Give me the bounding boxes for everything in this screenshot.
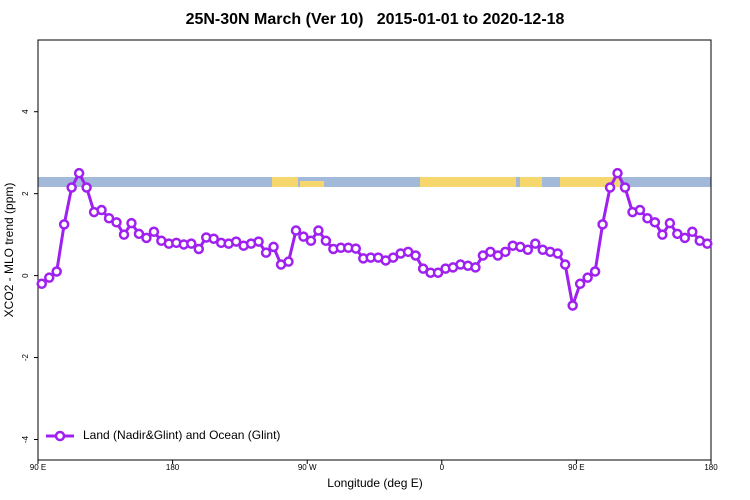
data-point — [417, 263, 429, 274]
data-point — [649, 217, 661, 228]
legend-label: Land (Nadir&Glint) and Ocean (Glint) — [83, 428, 280, 442]
data-point — [612, 167, 623, 179]
data-point — [51, 266, 62, 277]
data-point — [657, 229, 668, 240]
data-point — [559, 259, 571, 270]
y-axis-label: XCO2 - MLO trend (ppm) — [2, 183, 16, 318]
data-point — [141, 232, 152, 244]
data-point — [387, 252, 399, 263]
y-tick-label: 2 — [21, 191, 30, 196]
data-point — [43, 272, 55, 283]
data-point — [208, 233, 219, 244]
data-point — [298, 231, 309, 242]
data-point — [313, 225, 324, 236]
data-point — [268, 241, 279, 253]
x-tick-label: 90 E — [30, 463, 46, 472]
data-point — [500, 246, 511, 258]
data-point — [619, 182, 631, 193]
ocean-band — [38, 177, 711, 187]
data-point — [320, 235, 332, 247]
data-point — [552, 248, 563, 259]
data-point — [432, 267, 444, 278]
data-point — [567, 300, 578, 311]
data-point — [253, 236, 264, 247]
data-point — [66, 182, 77, 193]
data-point — [672, 228, 683, 240]
data-point — [589, 266, 601, 277]
data-point — [133, 228, 145, 240]
data-point — [126, 217, 137, 229]
data-point — [103, 212, 115, 224]
data-point — [260, 247, 272, 258]
data-point — [36, 278, 47, 290]
x-tick-label: 90 W — [298, 463, 317, 472]
data-point — [530, 238, 541, 249]
data-point — [290, 225, 302, 236]
data-point — [634, 204, 646, 216]
data-point — [582, 272, 593, 283]
y-tick-label: -2 — [21, 353, 30, 361]
data-point — [305, 235, 317, 247]
map-strip — [38, 177, 711, 187]
y-tick-label: 0 — [21, 273, 30, 278]
data-point — [186, 238, 197, 249]
data-point — [664, 217, 676, 229]
data-point — [58, 219, 70, 230]
data-point — [283, 256, 294, 267]
chart-title: 25N-30N March (Ver 10) 2015-01-01 to 202… — [186, 11, 565, 28]
data-point — [642, 212, 653, 224]
data-point — [118, 229, 130, 240]
legend-marker — [54, 430, 66, 442]
data-point — [148, 226, 160, 238]
data-point — [350, 243, 362, 254]
data-point — [702, 238, 713, 249]
land-band — [560, 177, 620, 187]
data-point — [81, 182, 92, 193]
x-axis-label: Longitude (deg E) — [327, 476, 422, 490]
land-band — [520, 177, 542, 187]
land-band — [300, 181, 324, 187]
data-point — [597, 219, 608, 230]
x-tick-label: 0 — [440, 463, 445, 472]
data-point — [679, 232, 691, 244]
data-point — [230, 236, 242, 247]
plot-frame — [37, 39, 712, 461]
data-point — [73, 167, 85, 179]
data-point — [193, 243, 205, 255]
data-point — [687, 226, 698, 238]
land-band — [420, 177, 516, 187]
x-tick-label: 90 E — [568, 463, 584, 472]
y-tick-label: -4 — [21, 435, 30, 443]
data-point — [111, 217, 122, 228]
data-point — [470, 262, 481, 273]
x-tick-label: 180 — [704, 463, 718, 472]
data-point — [96, 204, 107, 216]
data-point — [522, 244, 534, 256]
data-point — [574, 278, 586, 290]
legend-item: Land (Nadir&Glint) and Ocean (Glint) — [46, 428, 280, 442]
x-tick-label: 180 — [166, 463, 180, 472]
land-band — [272, 177, 298, 187]
data-point — [604, 182, 616, 193]
data-point — [410, 250, 421, 261]
y-tick-label: 4 — [21, 109, 30, 114]
